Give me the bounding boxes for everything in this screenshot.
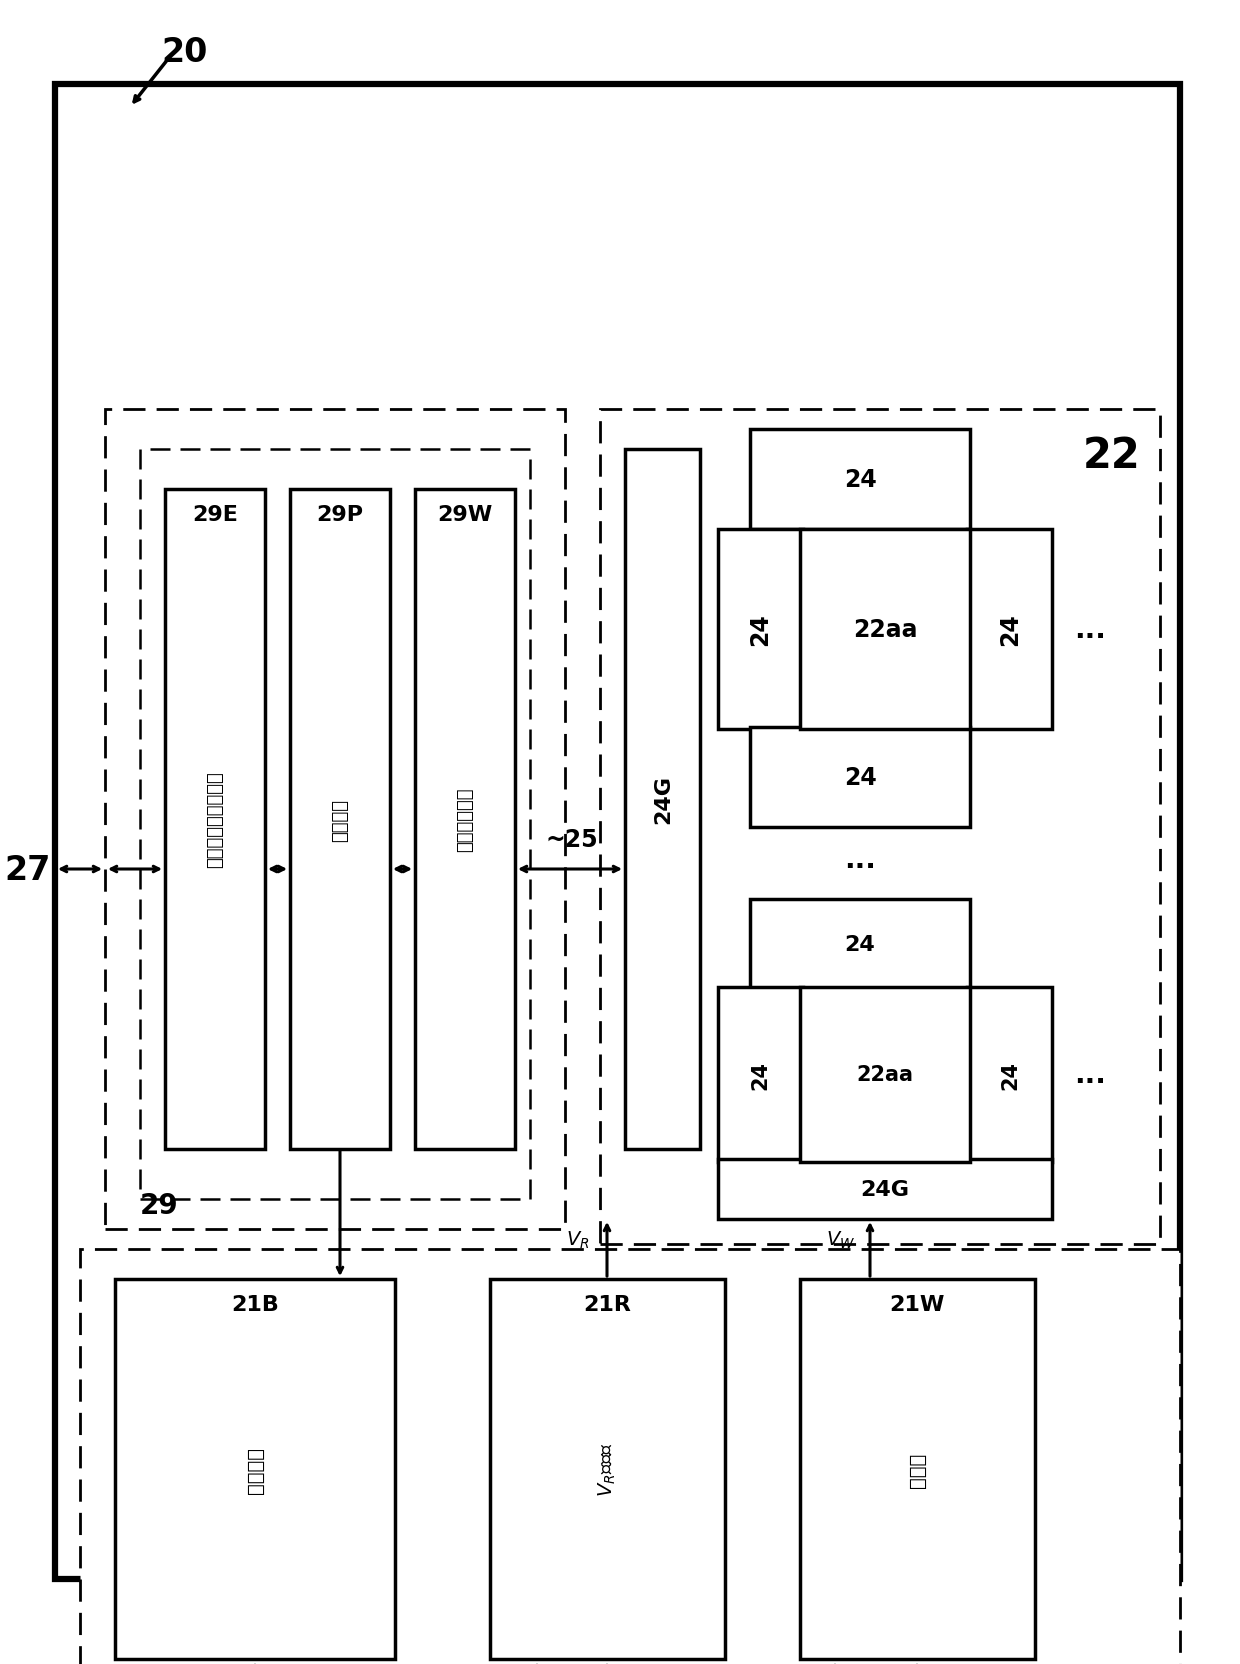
Text: 24G: 24G bbox=[861, 1180, 909, 1200]
Text: 27: 27 bbox=[5, 854, 51, 885]
Text: 22aa: 22aa bbox=[853, 617, 918, 642]
Bar bbox=[750, 429, 970, 529]
Bar bbox=[165, 489, 265, 1150]
Text: 带隙电路: 带隙电路 bbox=[246, 1446, 264, 1493]
Text: 24G: 24G bbox=[653, 775, 673, 824]
Bar bbox=[718, 529, 804, 729]
Text: 24: 24 bbox=[843, 765, 877, 789]
Text: 错误检验和校正电路: 错误检验和校正电路 bbox=[206, 770, 224, 869]
Text: 24: 24 bbox=[748, 614, 773, 646]
Text: 智能写控制器: 智能写控制器 bbox=[456, 787, 474, 852]
Text: 24: 24 bbox=[999, 1060, 1021, 1088]
Text: $V_R$产生器: $V_R$产生器 bbox=[596, 1441, 618, 1496]
Text: 页寄存器: 页寄存器 bbox=[331, 799, 348, 840]
Text: $V_W$: $V_W$ bbox=[826, 1228, 856, 1250]
Bar bbox=[750, 900, 970, 990]
Text: 29W: 29W bbox=[438, 504, 492, 524]
Bar bbox=[140, 449, 529, 1200]
Bar bbox=[967, 987, 1052, 1161]
Text: 24: 24 bbox=[843, 468, 877, 491]
Text: 24: 24 bbox=[750, 1060, 770, 1088]
Text: 29: 29 bbox=[140, 1191, 179, 1220]
Text: 24: 24 bbox=[998, 614, 1022, 646]
Bar bbox=[55, 85, 1180, 1579]
Text: 22aa: 22aa bbox=[857, 1065, 914, 1085]
Text: $V_R$: $V_R$ bbox=[567, 1228, 590, 1250]
Text: 22: 22 bbox=[1083, 434, 1140, 476]
Bar bbox=[718, 1160, 1052, 1220]
Bar bbox=[81, 1250, 1180, 1664]
Bar bbox=[800, 529, 970, 729]
Bar bbox=[600, 409, 1159, 1245]
Bar bbox=[718, 987, 804, 1161]
Bar bbox=[105, 409, 565, 1230]
Bar bbox=[800, 1280, 1035, 1659]
Bar bbox=[415, 489, 515, 1150]
Text: ...: ... bbox=[1074, 1060, 1106, 1088]
Bar bbox=[800, 987, 970, 1161]
Bar bbox=[115, 1280, 396, 1659]
Text: 21W: 21W bbox=[889, 1295, 945, 1315]
Bar bbox=[490, 1280, 725, 1659]
Text: 24: 24 bbox=[844, 935, 875, 955]
Text: 20: 20 bbox=[161, 35, 208, 68]
Text: ...: ... bbox=[844, 845, 875, 874]
Text: 29P: 29P bbox=[316, 504, 363, 524]
Bar bbox=[750, 727, 970, 827]
Bar bbox=[625, 449, 701, 1150]
Text: 21R: 21R bbox=[583, 1295, 631, 1315]
Text: 29E: 29E bbox=[192, 504, 238, 524]
Bar bbox=[967, 529, 1052, 729]
Text: ~25: ~25 bbox=[546, 827, 599, 852]
Text: 电荷泵: 电荷泵 bbox=[908, 1451, 926, 1486]
Text: ...: ... bbox=[1074, 616, 1106, 644]
Bar bbox=[290, 489, 391, 1150]
Text: 21B: 21B bbox=[231, 1295, 279, 1315]
